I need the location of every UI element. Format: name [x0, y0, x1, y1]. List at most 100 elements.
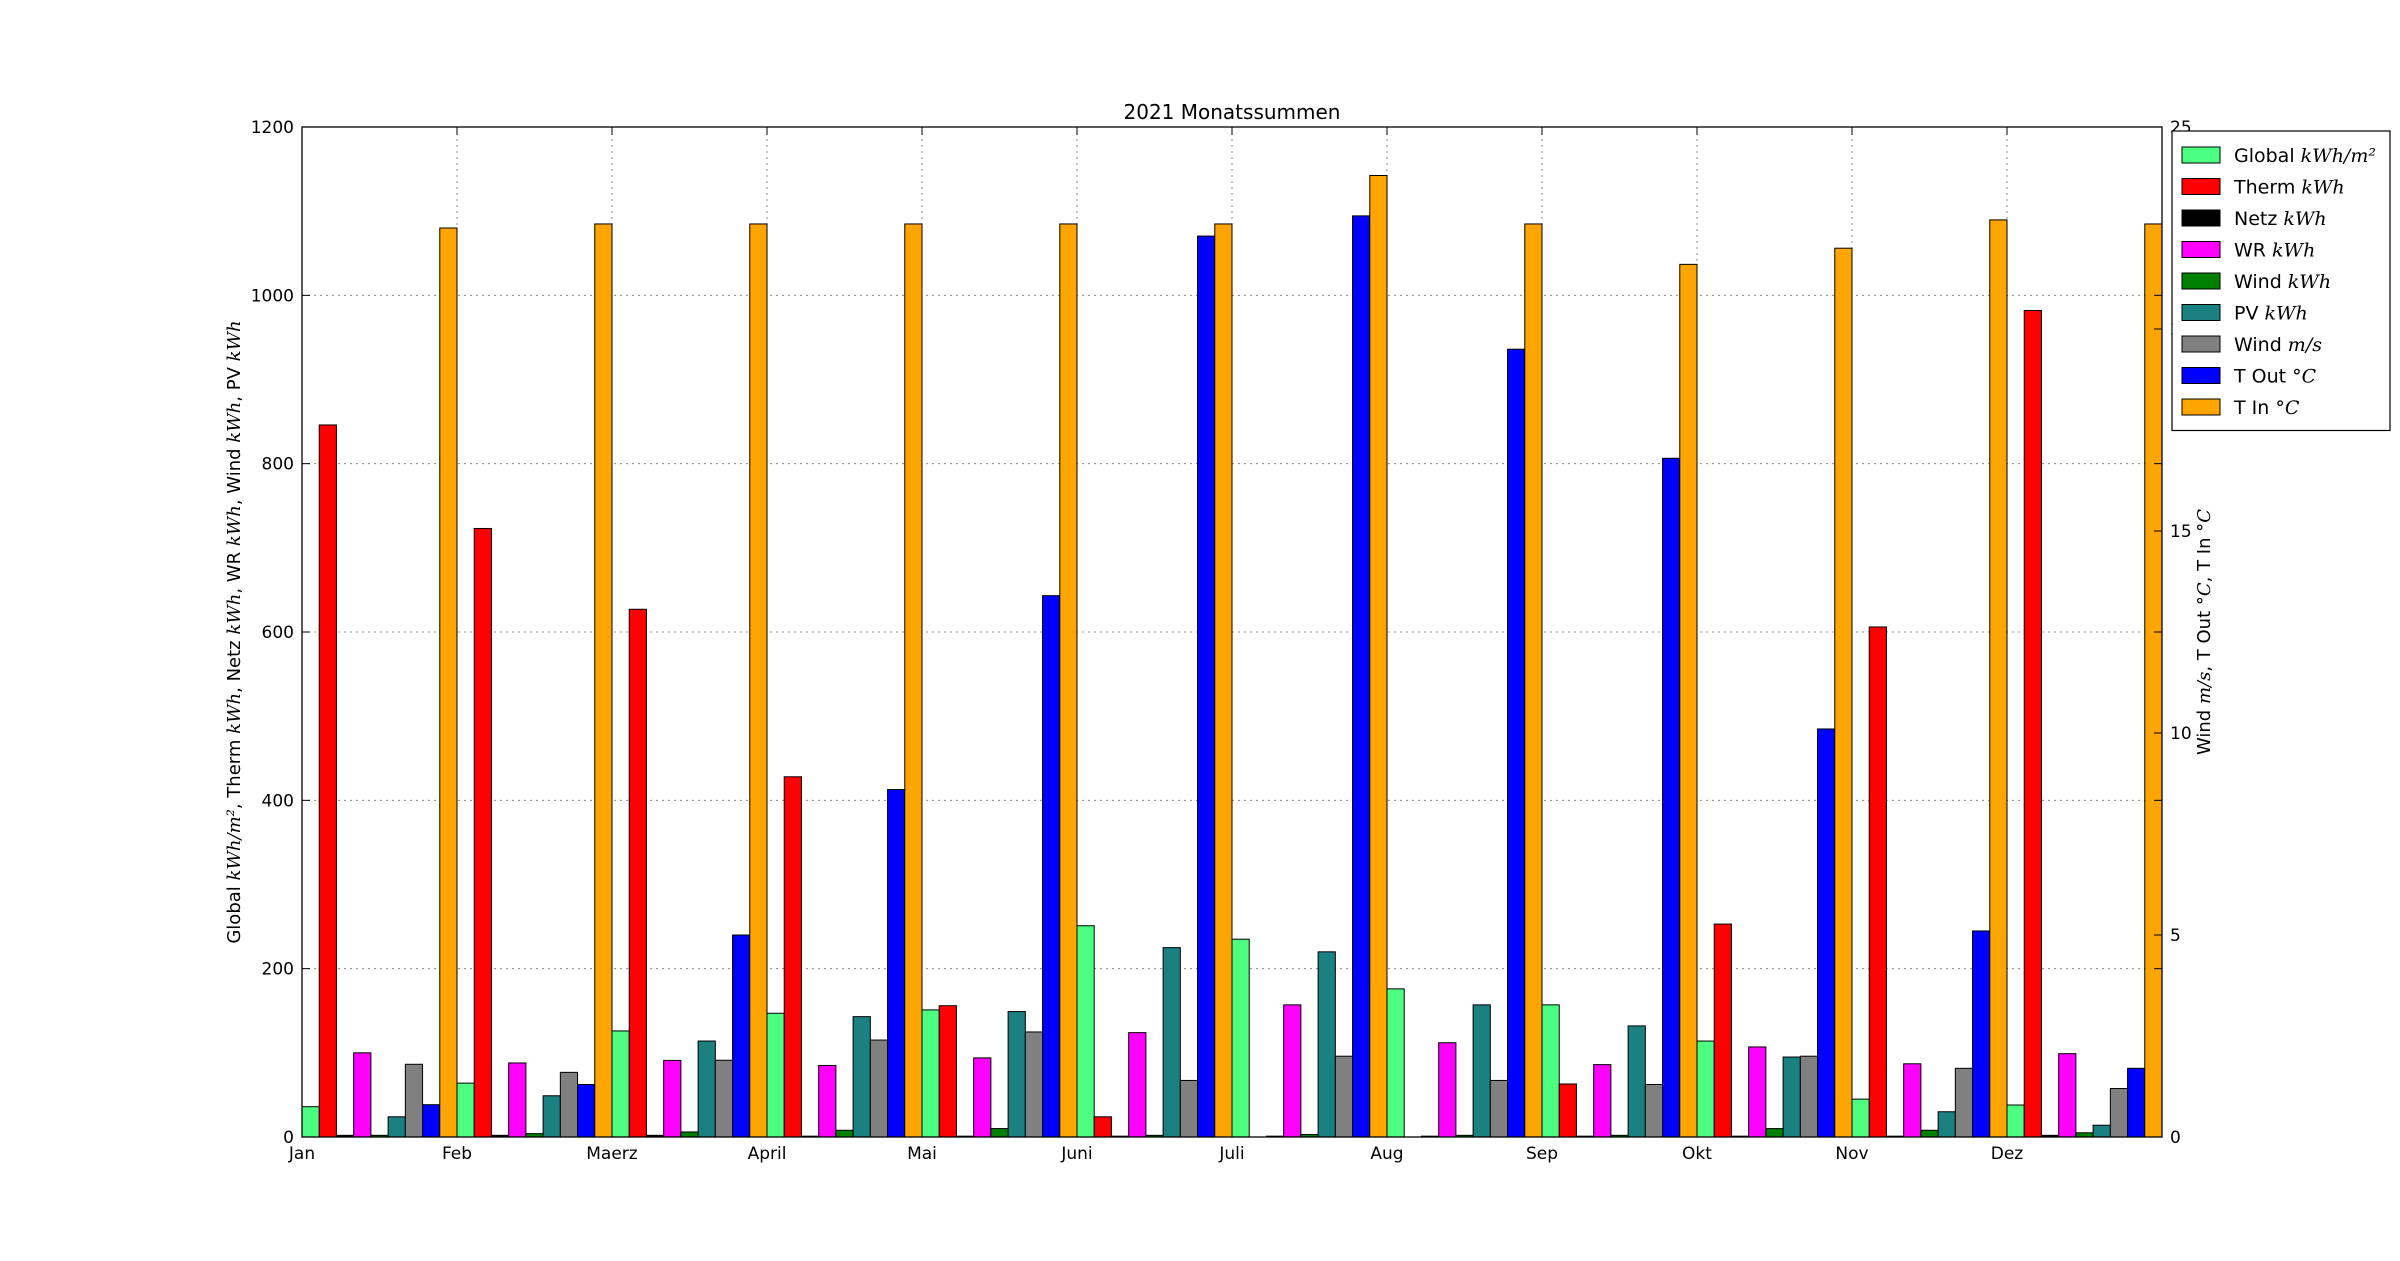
bar: [1024, 1031, 1044, 1138]
bar: [1352, 215, 1371, 1138]
bar: [456, 1082, 475, 1138]
y-tick-label: 600: [262, 623, 294, 643]
bar: [1059, 223, 1078, 1138]
bar: [2109, 1088, 2129, 1138]
bar: [1076, 925, 1095, 1138]
bar: [714, 1059, 734, 1138]
y2-tick-label: 10: [2170, 724, 2192, 744]
legend-entry: Wind m/s: [2181, 334, 2322, 356]
x-tick-label: Sep: [1526, 1144, 1558, 1164]
bar: [1662, 457, 1681, 1138]
bar: [353, 1052, 372, 1138]
bar: [1507, 348, 1526, 1138]
series-pv-left: [387, 947, 2111, 1138]
y-tick-label: 0: [283, 1128, 294, 1148]
x-tick-label: Juni: [1060, 1144, 1092, 1164]
bar: [1489, 1079, 1509, 1138]
legend-swatch: [2181, 398, 2221, 416]
x-tick-label: April: [748, 1144, 787, 1164]
y-axis-label: Global kWh/m², Therm kWh, Netz kWh, WR k…: [224, 320, 245, 943]
legend-label: Therm kWh: [2233, 177, 2345, 199]
bar: [1179, 1079, 1199, 1138]
bar: [1937, 1111, 1956, 1138]
legend: Global kWh/m² Therm kWh Netz kWh WR kWh Wind…: [2171, 130, 2391, 432]
bar: [1093, 1116, 1112, 1138]
bar: [577, 1083, 596, 1138]
bar: [1627, 1025, 1646, 1138]
bar: [1317, 951, 1336, 1138]
y-tick-label: 800: [262, 455, 294, 475]
bar: [1541, 1004, 1560, 1138]
bar: [1524, 223, 1543, 1138]
bar: [1799, 1055, 1819, 1138]
legend-label: WR kWh: [2234, 240, 2315, 262]
legend-swatch: [2181, 304, 2221, 321]
bar: [1972, 930, 1991, 1138]
bar: [2127, 1067, 2146, 1138]
series-therm-left: [318, 309, 2042, 1138]
bar: [990, 1128, 1009, 1138]
bar: [835, 1129, 854, 1138]
legend-label: T In °C: [2233, 397, 2300, 419]
bar: [1989, 219, 2008, 1138]
bar: [1128, 1032, 1147, 1138]
bar: [1748, 1046, 1767, 1138]
bar: [783, 776, 802, 1138]
legend-swatch: [2181, 272, 2221, 290]
series-t-in-right: [439, 174, 2163, 1138]
bar: [973, 1057, 992, 1138]
legend-swatch: [2181, 146, 2221, 164]
bar: [2023, 309, 2042, 1138]
legend-label: Netz kWh: [2234, 208, 2327, 230]
bar: [1558, 1083, 1577, 1138]
legend-swatch: [2181, 241, 2221, 258]
bar: [1834, 247, 1853, 1138]
legend-entry: WR kWh: [2181, 240, 2315, 262]
x-tick-label: Feb: [442, 1144, 472, 1164]
y2-axis-label: Wind m/s, T Out °C, T In °C: [2194, 509, 2215, 755]
x-tick-label: Aug: [1370, 1144, 1403, 1164]
bar: [2144, 223, 2163, 1138]
bar: [2092, 1124, 2111, 1138]
legend-swatch: [2181, 335, 2221, 353]
legend-swatch: [2181, 209, 2221, 227]
legend-entry: T In °C: [2181, 397, 2300, 419]
bar: [732, 934, 751, 1138]
bar: [1679, 263, 1698, 1138]
bar: [921, 1009, 940, 1138]
bar: [1042, 595, 1061, 1138]
bar: [680, 1131, 699, 1138]
bar: [1386, 988, 1405, 1138]
bar: [439, 227, 458, 1138]
bar: [1162, 947, 1181, 1138]
bar: [1369, 174, 1388, 1138]
bar: [301, 1106, 320, 1138]
legend-swatch: [2181, 367, 2221, 384]
bar: [887, 789, 906, 1138]
bar: [318, 424, 337, 1138]
bar: [1696, 1040, 1715, 1138]
x-tick-label: Jan: [288, 1144, 315, 1164]
bar: [1903, 1063, 1922, 1138]
legend-swatch: [2181, 178, 2221, 195]
bar: [1007, 1011, 1026, 1138]
bar: [1713, 923, 1732, 1138]
legend-label: Wind m/s: [2234, 334, 2322, 356]
x-tick-label: Dez: [1991, 1144, 2024, 1164]
bar: [1644, 1083, 1664, 1138]
bar: [938, 1005, 957, 1138]
y2-tick-label: 5: [2170, 926, 2181, 946]
bar: [508, 1062, 527, 1138]
y-tick-label: 1000: [251, 286, 294, 306]
y2-tick-label: 15: [2170, 522, 2192, 542]
bar: [387, 1116, 406, 1138]
bar: [1231, 938, 1250, 1138]
bar: [663, 1059, 682, 1138]
legend-label: T Out °C: [2233, 366, 2317, 388]
bar: [611, 1030, 630, 1138]
legend-entry: Therm kWh: [2181, 177, 2345, 199]
bar: [1920, 1129, 1939, 1138]
bar: [1954, 1067, 1974, 1138]
bar: [1765, 1128, 1784, 1138]
